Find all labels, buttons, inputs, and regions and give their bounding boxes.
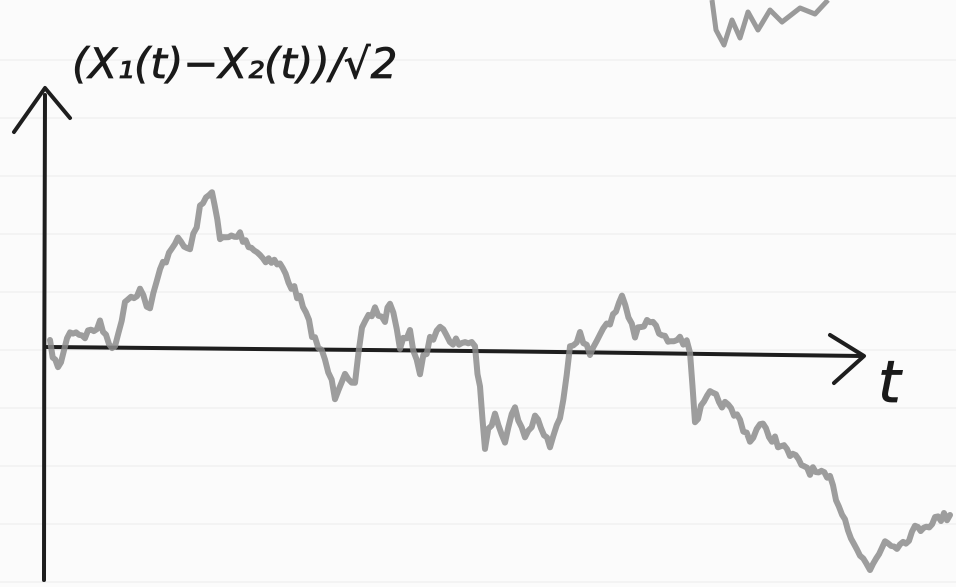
page: (X₁(t)−X₂(t))/√2 t (() => { const data =… [0, 0, 956, 587]
y-axis [44, 95, 45, 580]
y-axis-label: (X₁(t)−X₂(t))/√2 [72, 39, 397, 88]
sketch: (X₁(t)−X₂(t))/√2 t [0, 0, 956, 587]
x-axis-label: t [878, 348, 903, 416]
